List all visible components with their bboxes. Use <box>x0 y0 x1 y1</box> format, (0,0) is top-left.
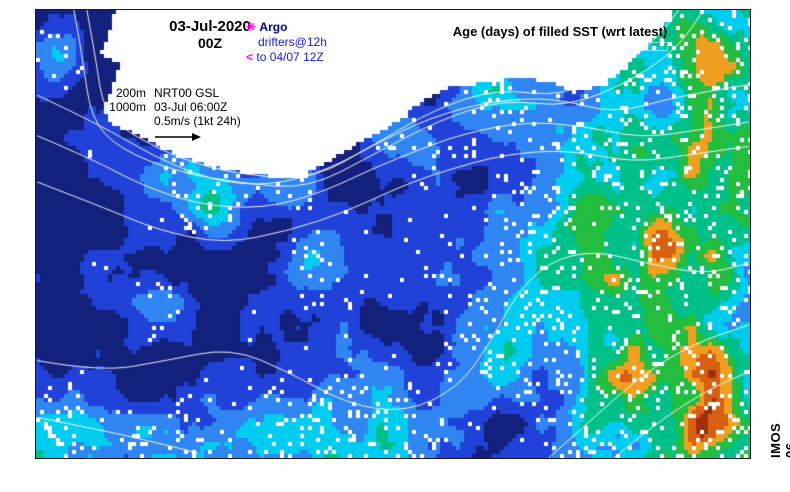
map-canvas <box>36 10 750 458</box>
credit-text: IMOS 06-Jul-2020 11:28 Hobart <box>768 422 790 458</box>
